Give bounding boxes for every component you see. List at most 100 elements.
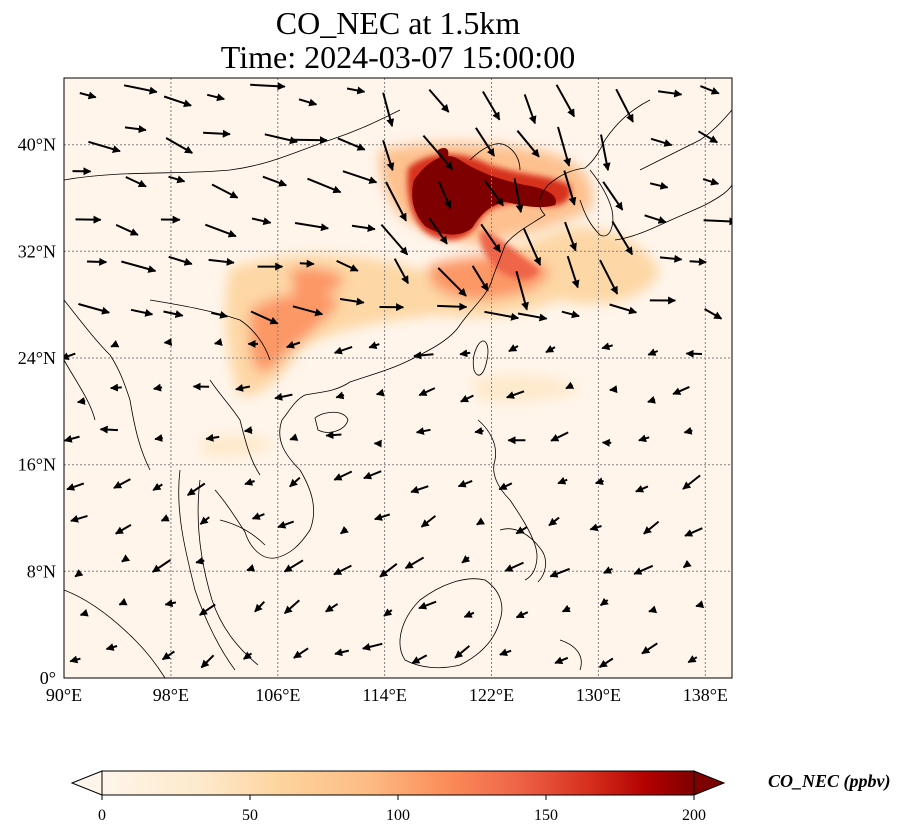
colorbar-tick: 0 bbox=[98, 807, 106, 824]
wind-arrow bbox=[340, 526, 349, 535]
colorbar-label: CO_NEC (ppbv) bbox=[768, 771, 891, 791]
wind-arrow bbox=[482, 90, 501, 121]
lon-tick: 138°E bbox=[683, 685, 728, 705]
wind-arrow bbox=[513, 178, 524, 213]
wind-arrow bbox=[337, 137, 366, 151]
map-gridlines bbox=[64, 78, 732, 678]
wind-arrow bbox=[283, 599, 300, 615]
wind-arrow bbox=[333, 470, 353, 481]
colorbar-tick: 100 bbox=[386, 807, 410, 824]
wind-arrow bbox=[566, 255, 580, 289]
wind-arrow bbox=[382, 139, 395, 171]
wind-arrow bbox=[294, 222, 329, 232]
wind-arrow bbox=[205, 433, 220, 442]
wind-arrow bbox=[335, 391, 345, 400]
wind-arrow bbox=[697, 130, 718, 144]
wind-arrow bbox=[418, 600, 437, 610]
wind-arrow bbox=[299, 259, 315, 268]
lon-tick: 122°E bbox=[469, 685, 514, 705]
lat-tick: 8°N bbox=[27, 561, 56, 581]
wind-arrow bbox=[522, 227, 542, 266]
wind-arrow bbox=[471, 265, 489, 292]
wind-arrow bbox=[704, 308, 723, 320]
wind-arrow bbox=[79, 608, 89, 617]
wind-arrow bbox=[214, 338, 223, 346]
colorbar-tick: 150 bbox=[534, 807, 558, 824]
wind-arrow bbox=[648, 605, 658, 614]
wind-arrow bbox=[548, 516, 560, 527]
wind-arrow bbox=[113, 478, 131, 489]
wind-arrow bbox=[277, 520, 295, 529]
wind-arrow bbox=[115, 223, 139, 236]
wind-arrow bbox=[163, 338, 173, 346]
wind-arrow bbox=[115, 524, 132, 535]
wind-arrow bbox=[363, 470, 382, 480]
wind-arrow bbox=[382, 92, 395, 127]
wind-arrow bbox=[298, 98, 318, 107]
map-time-subtitle: Time: 2024-03-07 15:00:00 bbox=[220, 39, 576, 75]
wind-arrow bbox=[589, 523, 602, 532]
wind-arrow bbox=[685, 349, 703, 358]
colorbar-tick: 50 bbox=[242, 807, 258, 824]
wind-arrow bbox=[437, 267, 467, 297]
wind-arrow bbox=[549, 567, 570, 578]
wind-arrow bbox=[200, 654, 215, 669]
wind-arrow bbox=[195, 556, 205, 565]
wind-arrow bbox=[638, 434, 650, 443]
wind-arrow bbox=[404, 556, 425, 570]
wind-arrow bbox=[351, 224, 376, 233]
wind-arrow bbox=[516, 130, 540, 158]
wind-arrow bbox=[380, 223, 409, 256]
wind-arrow bbox=[641, 642, 658, 655]
wind-arrow bbox=[523, 94, 537, 125]
wind-arrow bbox=[186, 482, 206, 497]
wind-arrow bbox=[498, 482, 513, 491]
wind-arrow bbox=[74, 569, 84, 578]
lon-tick: 114°E bbox=[362, 685, 407, 705]
wind-arrow bbox=[375, 388, 385, 397]
wind-arrow bbox=[76, 397, 86, 405]
wind-arrow bbox=[695, 600, 705, 609]
wind-arrow bbox=[600, 134, 611, 171]
wind-arrow bbox=[635, 485, 649, 493]
colorbar: 0 50 100 150 200 bbox=[70, 770, 726, 824]
wind-arrow bbox=[515, 526, 528, 535]
wind-arrow bbox=[649, 181, 669, 190]
wind-arrow bbox=[64, 434, 80, 443]
wind-arrow bbox=[647, 348, 659, 356]
wind-arrow bbox=[555, 84, 576, 118]
wind-arrow bbox=[601, 342, 613, 351]
wind-arrow bbox=[499, 648, 512, 657]
wind-arrow bbox=[594, 477, 604, 486]
wind-arrow bbox=[110, 340, 120, 348]
wind-arrow bbox=[611, 220, 634, 256]
wind-arrow bbox=[672, 385, 690, 396]
wind-arrow bbox=[515, 270, 529, 311]
wind-arrow bbox=[70, 514, 88, 523]
colorbar-extend-min bbox=[70, 770, 103, 796]
longitude-ticks: 90°E 98°E 106°E 114°E 122°E 130°E 138°E bbox=[46, 685, 728, 705]
coastlines bbox=[64, 99, 732, 678]
wind-arrow bbox=[682, 474, 701, 490]
wind-arrow bbox=[563, 170, 577, 206]
wind-arrow bbox=[124, 125, 147, 134]
wind-arrow bbox=[121, 260, 157, 273]
wind-arrow bbox=[118, 598, 128, 606]
wind-arrow bbox=[86, 257, 108, 266]
wind-arrow bbox=[333, 564, 352, 576]
lat-tick: 0° bbox=[40, 668, 56, 688]
wind-arrow bbox=[274, 392, 293, 401]
wind-arrow bbox=[292, 305, 324, 317]
wind-arrow bbox=[515, 610, 529, 619]
wind-arrow bbox=[420, 515, 437, 528]
wind-arrow bbox=[199, 516, 210, 525]
wind-arrow bbox=[293, 136, 328, 145]
lat-tick: 40°N bbox=[18, 135, 56, 155]
wind-arrow bbox=[334, 648, 350, 657]
wind-arrow bbox=[235, 383, 251, 392]
wind-arrow bbox=[293, 647, 309, 659]
wind-arrow bbox=[603, 566, 613, 574]
wind-arrow bbox=[251, 512, 265, 520]
wind-arrow bbox=[689, 257, 707, 266]
